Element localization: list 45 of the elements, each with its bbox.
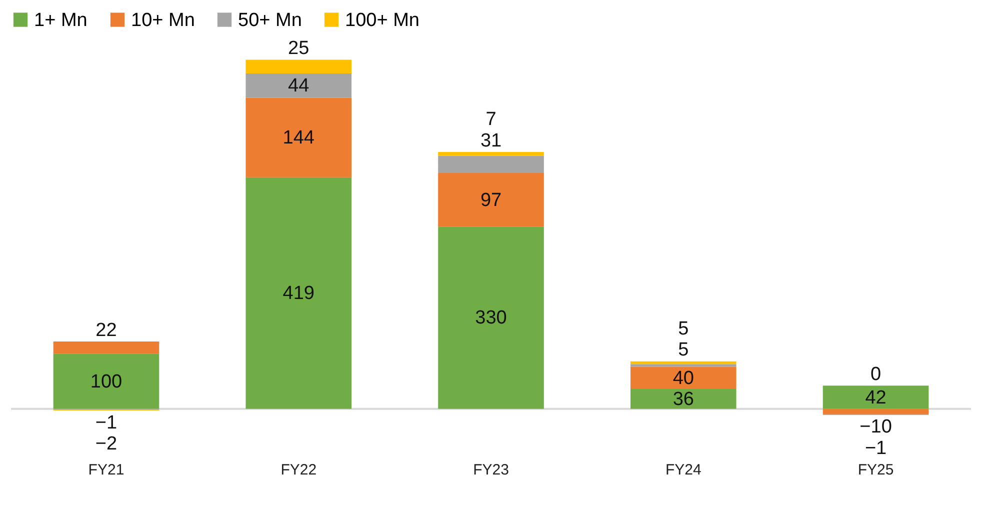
data-label: 100 xyxy=(90,371,122,392)
data-label: 42 xyxy=(865,387,886,408)
bar xyxy=(246,98,352,178)
legend-label: 100+ Mn xyxy=(345,10,420,31)
data-label: 7 xyxy=(486,108,496,130)
data-label: −2 xyxy=(95,434,118,455)
bar xyxy=(246,74,352,98)
bar xyxy=(438,226,544,409)
data-label: 40 xyxy=(672,368,694,389)
x-tick-label: FY22 xyxy=(280,462,317,478)
bar xyxy=(630,361,736,364)
data-label: 25 xyxy=(288,38,310,59)
bar xyxy=(53,354,160,409)
bar xyxy=(630,366,736,389)
data-label: 144 xyxy=(282,128,315,149)
legend-label: 50+ Mn xyxy=(238,10,302,31)
bar xyxy=(630,364,736,367)
data-label: 330 xyxy=(475,308,507,329)
bar xyxy=(822,386,929,409)
data-label: 419 xyxy=(282,283,314,304)
legend-label: 10+ Mn xyxy=(131,10,195,31)
data-label: 0 xyxy=(870,364,882,385)
data-label: −1 xyxy=(864,438,887,459)
legend-label: 1+ Mn xyxy=(34,10,88,31)
bar xyxy=(438,152,544,156)
data-label: 31 xyxy=(480,130,502,152)
data-label: −10 xyxy=(860,416,892,438)
bar xyxy=(438,156,544,173)
x-tick-label: FY25 xyxy=(858,462,894,478)
bar xyxy=(438,172,544,227)
bar xyxy=(246,60,352,74)
data-label: 5 xyxy=(678,318,689,340)
data-label: 36 xyxy=(672,388,694,410)
bar xyxy=(246,177,352,409)
data-label: 97 xyxy=(480,190,502,211)
x-tick-label: FY23 xyxy=(473,462,509,478)
data-label: 44 xyxy=(288,76,310,97)
bar xyxy=(630,388,736,409)
data-label: 22 xyxy=(96,320,117,341)
data-label: 5 xyxy=(678,340,689,361)
x-tick-label: FY24 xyxy=(665,462,702,478)
data-label: −1 xyxy=(95,412,118,434)
x-tick-label: FY21 xyxy=(88,462,124,478)
bar xyxy=(822,408,929,414)
bar xyxy=(53,341,160,354)
